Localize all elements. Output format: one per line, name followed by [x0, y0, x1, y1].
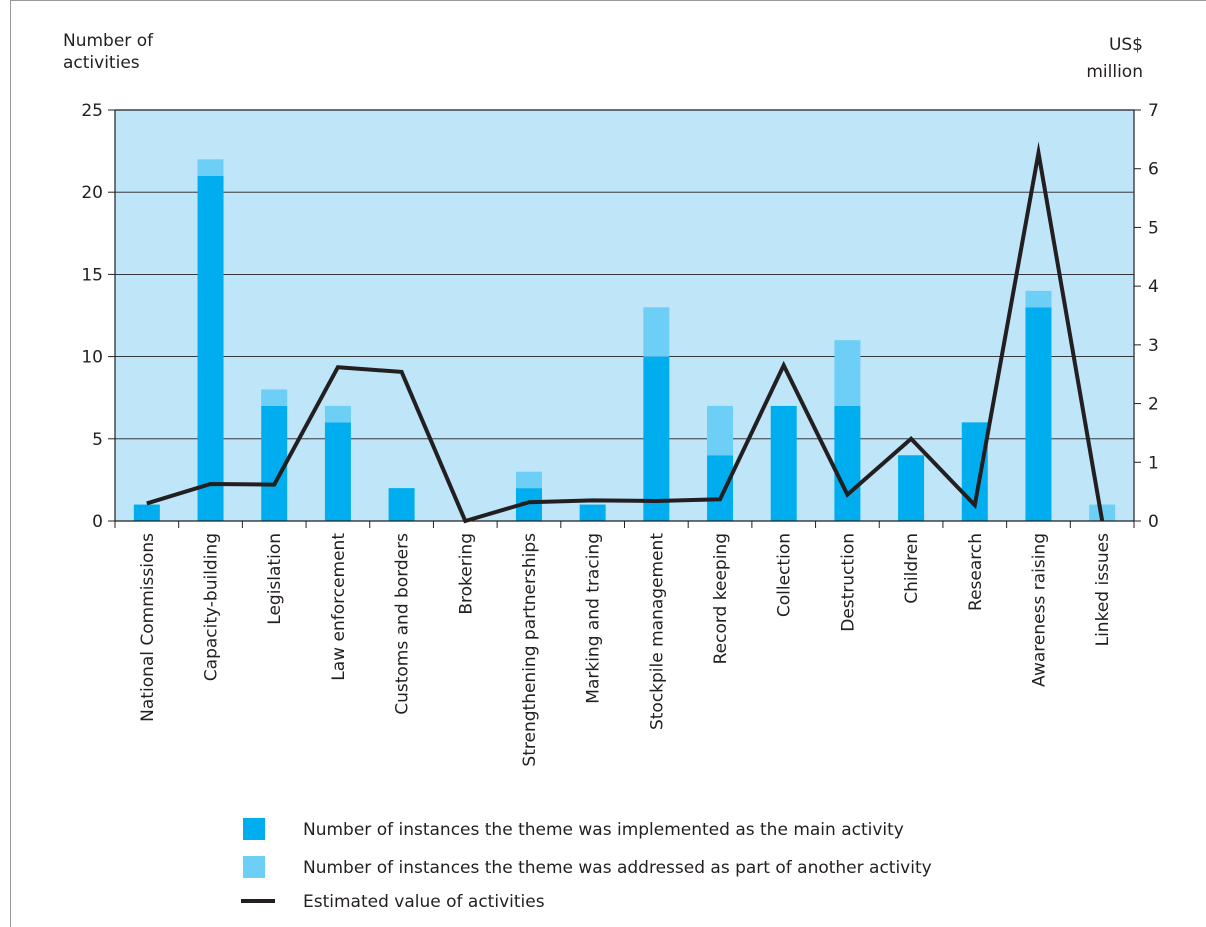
category-label: Capacity-building	[202, 533, 222, 681]
left-tick-label: 5	[92, 430, 103, 450]
category-label: Research	[966, 533, 986, 611]
category-label: Strengthening partnerships	[520, 533, 540, 767]
bar-main-activity	[261, 405, 288, 521]
estimated-value-line	[146, 141, 1105, 524]
category-label: Customs and borders	[393, 533, 413, 715]
figure-frame	[10, 0, 1206, 927]
right-axis-title: US$ million	[1086, 35, 1143, 82]
right-tick-label: 6	[1148, 160, 1159, 180]
bar-main-activity	[770, 405, 797, 521]
bars-group	[133, 159, 1116, 521]
legend-label: Number of instances the theme was implem…	[303, 820, 904, 840]
bar-part-of-other-activity	[1025, 290, 1052, 308]
left-tick-label: 20	[81, 183, 103, 203]
right-tick-label: 2	[1148, 395, 1159, 415]
axis-titles: Number of activities US$ million	[63, 31, 1143, 82]
left-tick-label: 15	[81, 265, 103, 285]
category-label: Record keeping	[711, 533, 731, 664]
right-tick-label: 0	[1148, 512, 1159, 532]
category-label: Destruction	[838, 533, 858, 632]
legend: Number of instances the theme was implem…	[241, 818, 932, 912]
category-label: Law enforcement	[329, 533, 349, 681]
bar-main-activity	[707, 455, 734, 521]
bar-main-activity	[388, 488, 415, 521]
bar-part-of-other-activity	[707, 405, 734, 456]
bar-part-of-other-activity	[261, 389, 288, 406]
left-axis-ticks: 0 5 10 15 20 25	[81, 101, 115, 532]
right-tick-label: 5	[1148, 218, 1159, 238]
left-tick-label: 0	[92, 512, 103, 532]
bar-main-activity	[579, 504, 606, 521]
right-tick-label: 1	[1148, 453, 1159, 473]
bar-main-activity	[324, 422, 351, 521]
bar-main-activity	[643, 356, 670, 521]
category-label: Collection	[775, 533, 795, 617]
left-axis-title: Number of activities	[63, 31, 154, 73]
left-tick-label: 25	[81, 101, 103, 121]
right-tick-label: 4	[1148, 277, 1159, 297]
bar-part-of-other-activity	[643, 307, 670, 357]
category-label: Linked issues	[1093, 533, 1113, 647]
category-label: National Commissions	[138, 533, 158, 722]
right-axis-ticks: 0 1 2 3 4 5 6 7	[1134, 101, 1159, 532]
left-tick-label: 10	[81, 348, 103, 368]
bar-main-activity	[133, 504, 160, 521]
category-label: Marking and tracing	[584, 533, 604, 704]
legend-label: Estimated value of activities	[303, 892, 545, 912]
right-tick-label: 7	[1148, 101, 1159, 121]
category-label: Brokering	[456, 533, 476, 615]
bar-main-activity	[197, 175, 224, 521]
legend-label: Number of instances the theme was addres…	[303, 858, 932, 878]
bar-main-activity	[834, 405, 861, 521]
category-label: Awareness raising	[1029, 533, 1049, 687]
bar-main-activity	[898, 455, 925, 521]
bar-part-of-other-activity	[515, 471, 542, 489]
axes-group	[114, 109, 1135, 528]
category-label: Stockpile management	[647, 533, 667, 730]
legend-swatch	[243, 818, 265, 840]
bar-part-of-other-activity	[324, 405, 351, 423]
bar-part-of-other-activity	[197, 159, 224, 176]
category-label: Children	[902, 533, 922, 604]
category-labels: National Commissions Capacity-building Leg…	[138, 533, 1113, 767]
right-tick-label: 3	[1148, 336, 1159, 356]
legend-swatch	[243, 856, 265, 878]
category-label: Legislation	[265, 533, 285, 625]
bar-main-activity	[1025, 307, 1052, 521]
bar-part-of-other-activity	[834, 340, 861, 406]
